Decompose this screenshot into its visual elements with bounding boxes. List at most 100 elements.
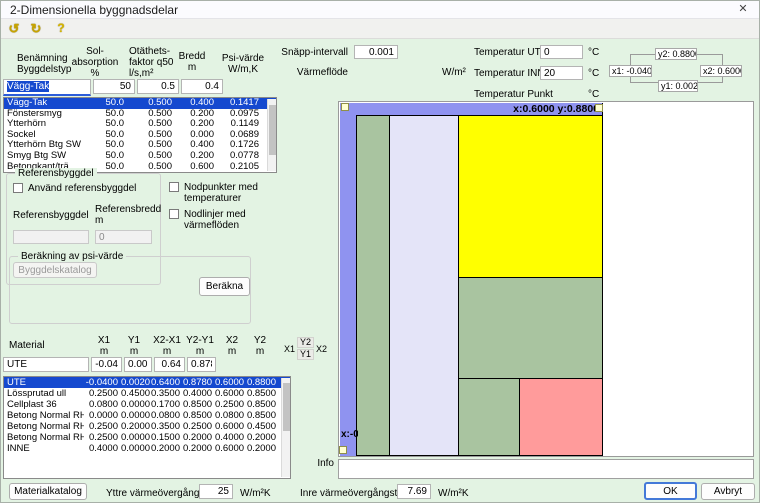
table-row[interactable]: Fönstersmyg 50.0 0.500 0.200 0.0975 [7,108,259,119]
table-row[interactable]: Cellplast 36 0.0800 0.0000 0.1700 0.8500… [7,399,276,410]
table-row[interactable]: Ytterhörn Btg SW 50.0 0.500 0.400 0.1726 [7,140,259,151]
header-benamning: Benämning Byggdelstyp [17,53,72,76]
table-row[interactable]: Sockel 50.0 0.500 0.000 0.0689 [7,129,259,140]
use-referensbyggdel-checkbox[interactable]: Använd referensbyggdel [13,183,136,194]
material-header: Material [9,340,45,351]
coord-y1-box[interactable]: y1: 0.0020 [658,80,698,92]
region-lossprutad-ull[interactable] [458,115,603,278]
material-y1-input[interactable] [124,357,152,372]
coord-x1-box[interactable]: x1: -0.0400 [609,65,652,77]
axis-y1-label[interactable]: Y1 [297,349,315,360]
nodlinjer-label: Nodlinjer med värmeflöden [184,209,246,232]
resize-handle-top-left[interactable] [341,103,349,111]
byggdel-table: Vägg-Tak 50.0 0.500 0.400 0.1417 Fönster… [3,97,277,173]
table-row[interactable]: Smyg Btg SW 50.0 0.500 0.200 0.0778 [7,150,259,161]
material-name-input[interactable] [3,357,89,372]
temperatur-ute-input[interactable] [540,45,583,59]
undo-icon[interactable]: ↺ [8,21,20,36]
redo-icon[interactable]: ↻ [30,21,42,36]
temperatur-inne-input[interactable] [540,66,583,80]
table-row[interactable]: Ytterhörn 50.0 0.500 0.200 0.1149 [7,119,259,130]
region-betong-mid[interactable] [458,277,603,379]
ok-button[interactable]: OK [644,482,697,500]
region-betong-small[interactable] [458,378,520,456]
temperatur-punkt-label: Temperatur Punkt [474,89,553,100]
temperatur-ute-label: Temperatur UTE [474,47,548,58]
info-label: Info [317,458,334,469]
table-row[interactable]: Lössprutad ull 0.2500 0.4500 0.3500 0.40… [7,388,276,399]
use-referensbyggdel-label: Använd referensbyggdel [28,183,137,194]
table-row[interactable]: UTE -0.0400 0.0020 0.6400 0.8780 0.6000 … [4,377,290,388]
byggdel-table-body: Vägg-Tak 50.0 0.500 0.400 0.1417 Fönster… [4,98,276,172]
yttre-unit-label: W/m²K [240,488,271,499]
x2-header: X2 m [225,335,239,358]
snapp-intervall-input[interactable] [354,45,398,59]
close-icon[interactable]: ✕ [738,3,748,15]
material-dx-input[interactable] [154,357,185,372]
referensbredd-input[interactable] [95,230,152,244]
region-betong-left[interactable] [356,115,390,456]
referensbyggdel-input[interactable] [13,230,89,244]
inre-varmeovergangstal-label: Inre värmeövergångstal [300,488,406,499]
resize-handle-top-right[interactable] [595,104,603,112]
checkbox-icon [13,183,23,193]
drawing-canvas[interactable]: x:0.6000 y:0.8800 x:-0 [338,101,754,457]
coord-y2-box[interactable]: y2: 0.8800 [655,48,697,60]
nodpunkter-checkbox[interactable]: Nodpunkter med temperaturer [169,182,269,204]
material-table-scrollbar[interactable] [281,378,290,477]
nodpunkter-label: Nodpunkter med temperaturer [184,182,258,205]
temperatur-inne-label: Temperatur INNE [474,68,552,79]
table-row[interactable]: Betongkant/trä 50.0 0.500 0.600 0.2105 [7,161,259,172]
material-table: UTE -0.0400 0.0020 0.6400 0.8780 0.6000 … [3,376,291,479]
resize-handle-bottom-left[interactable] [339,446,347,454]
byggdelskatalog-button[interactable]: Byggdelskatalog [13,262,97,278]
info-input[interactable] [338,459,754,479]
table-row[interactable]: Betong Normal RH 0.0000 0.0000 0.0800 0.… [7,410,276,421]
header-psivarde: Psi-värde W/m,K [221,53,265,76]
inre-unit-label: W/m²K [438,488,469,499]
materialkatalog-button[interactable]: Materialkatalog [9,483,87,500]
scrollbar-thumb[interactable] [283,383,290,431]
y2-header: Y2 m [253,335,267,358]
referensbyggdel-group-title: Referensbyggdel [15,168,97,179]
byggdel-name-input[interactable]: Vägg-Tak [3,79,91,96]
header-solabsorption: Sol- absorption % [71,46,119,80]
corner-coordinates-label: x:-0 [341,429,358,440]
q50-input[interactable] [137,79,179,94]
avbryt-button[interactable]: Avbryt [701,483,755,500]
material-table-body: UTE -0.0400 0.0020 0.6400 0.8780 0.6000 … [4,377,290,454]
yttre-varmeovergangstal-input[interactable] [199,484,233,499]
table-row[interactable]: Betong Normal RH 0.2500 0.0000 0.1500 0.… [7,432,276,443]
material-dy-input[interactable] [187,357,216,372]
nodlinjer-checkbox[interactable]: Nodlinjer med värmeflöden [169,209,269,231]
table-row[interactable]: Vägg-Tak 50.0 0.500 0.400 0.1417 [4,98,276,109]
coord-x2-box[interactable]: x2: 0.6000 [700,65,742,77]
bredd-input[interactable] [181,79,223,94]
yttre-varmeovergangstal-label: Yttre värmeövergångstal [106,488,215,499]
window-title: 2-Dimensionella byggnadsdelar [10,3,179,17]
varmeflode-label: Värmeflöde [296,67,348,78]
sol-absorption-input[interactable] [93,79,135,94]
table-row[interactable]: Betong Normal RH 0.2500 0.2000 0.3500 0.… [7,421,276,432]
degree-punkt-label: °C [588,89,600,100]
help-icon[interactable]: ? [57,21,65,35]
axis-mini-diagram: X1 Y2 Y1 X2 [284,337,327,360]
material-x1-input[interactable] [91,357,122,372]
region-inne[interactable] [519,378,603,456]
byggdel-table-scrollbar[interactable] [267,99,276,171]
region-cellplast[interactable] [389,115,459,456]
inre-varmeovergangstal-input[interactable] [397,484,431,499]
berakna-button[interactable]: Beräkna [199,277,250,296]
axis-y2-label[interactable]: Y2 [297,337,315,348]
scrollbar-thumb[interactable] [269,105,276,155]
referensbyggdel-group: Referensbyggdel Använd referensbyggdel R… [6,168,161,285]
checkbox-icon [169,209,179,219]
header-bredd: Bredd m [178,51,206,74]
cursor-coordinates-label: x:0.6000 y:0.8800 [513,103,599,115]
checkbox-icon [169,182,179,192]
x2x1-header: X2-X1 m [153,335,181,358]
table-row[interactable]: INNE 0.4000 0.0000 0.2000 0.2000 0.6000 … [7,443,276,454]
dialog-content: Benämning Byggdelstyp Sol- absorption % … [1,39,759,502]
degree-ute-label: °C [588,47,600,58]
